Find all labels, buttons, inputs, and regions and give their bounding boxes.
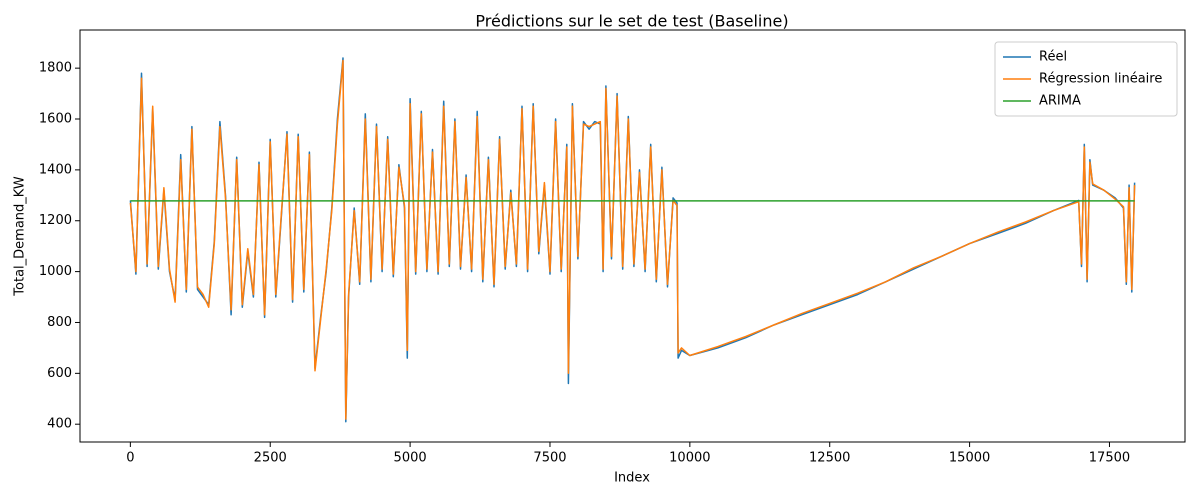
legend-label: Réel [1039, 50, 1067, 65]
x-tick-label: 15000 [949, 451, 990, 466]
y-tick-label: 1600 [39, 112, 72, 127]
y-tick-label: 800 [47, 315, 72, 330]
y-tick-label: 600 [47, 366, 72, 381]
x-axis-label: Index [614, 471, 650, 486]
chart-title: Prédictions sur le set de test (Baseline… [475, 12, 788, 31]
legend-box [994, 41, 1178, 117]
x-tick-label: 2500 [254, 451, 287, 466]
x-tick-label: 17500 [1089, 451, 1130, 466]
y-tick-label: 1800 [39, 61, 72, 76]
y-axis-label: Total_Demand_KW [13, 176, 28, 297]
x-tick-label: 5000 [394, 451, 427, 466]
y-tick-label: 1400 [39, 162, 72, 177]
x-tick-label: 0 [126, 451, 134, 466]
y-tick-label: 1200 [39, 213, 72, 228]
legend-label: ARIMA [1039, 94, 1081, 109]
x-tick-label: 7500 [533, 451, 566, 466]
x-tick-label: 12500 [809, 451, 850, 466]
y-tick-label: 400 [47, 417, 72, 432]
y-tick-label: 1000 [39, 264, 72, 279]
legend-label: Régression linéaire [1039, 72, 1162, 87]
x-tick-label: 10000 [669, 451, 710, 466]
series-line [129, 59, 1136, 420]
plot-frame [79, 29, 1186, 443]
